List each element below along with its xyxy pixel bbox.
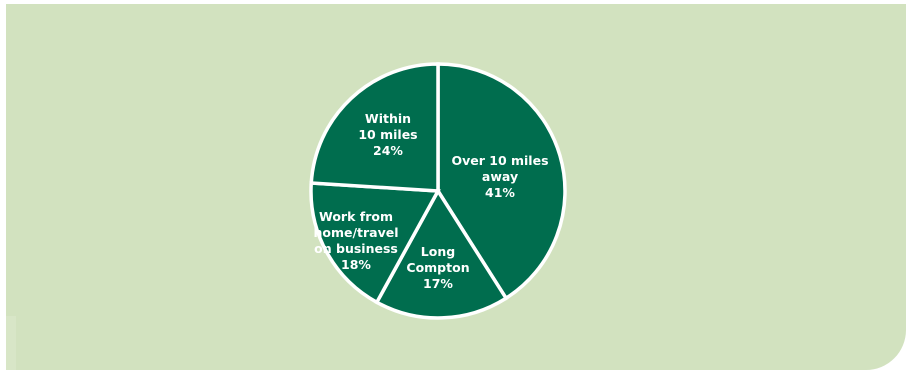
slice-label-long-compton: Long Compton 17% bbox=[406, 244, 469, 291]
slice-label-line: 10 miles bbox=[358, 127, 417, 142]
slice-label-line: away bbox=[482, 169, 518, 184]
slice-label-line: home/travel bbox=[313, 225, 398, 240]
pie-slice-within-10-miles bbox=[309, 62, 440, 193]
pie-slice-long-compton bbox=[374, 187, 509, 320]
slice-label-work-from-home: Work from home/travel on business 18% bbox=[313, 209, 398, 272]
slice-label-line: 41% bbox=[485, 185, 515, 200]
slice-label-over-10-miles: Over 10 miles away 41% bbox=[451, 153, 548, 200]
slice-label-line: Work from bbox=[319, 209, 393, 224]
pie-slice-work-from-home bbox=[309, 181, 441, 305]
slice-label-line: Within bbox=[365, 111, 411, 126]
slice-label-line: on business bbox=[314, 241, 398, 256]
slice-label-line: 24% bbox=[373, 143, 403, 158]
slice-label-line: Compton bbox=[406, 260, 469, 275]
slice-label-line: 18% bbox=[341, 257, 371, 272]
slice-label-within-10-miles: Within 10 miles 24% bbox=[358, 111, 417, 158]
slice-label-line: Over 10 miles bbox=[451, 153, 548, 168]
slice-label-line: 17% bbox=[423, 276, 453, 291]
panel-left-strip bbox=[6, 316, 16, 370]
slice-label-line: Long bbox=[421, 244, 455, 259]
